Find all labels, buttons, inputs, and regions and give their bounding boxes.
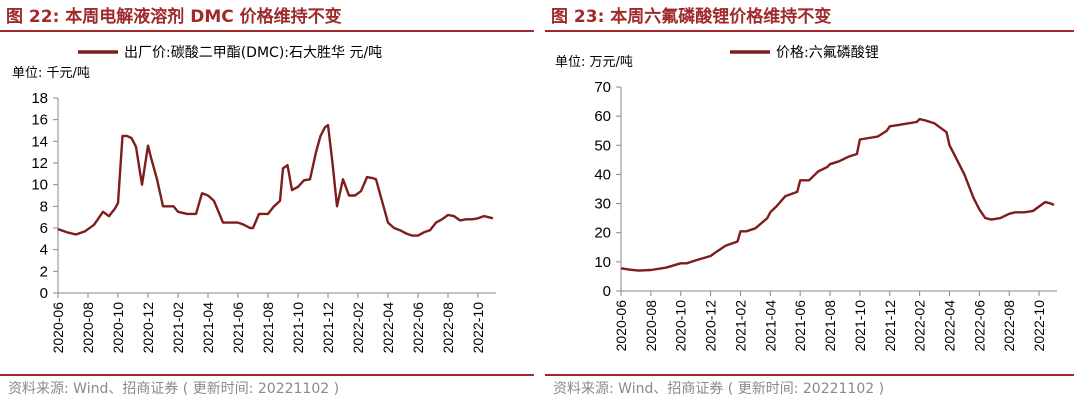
left-ytick-label: 6 [40, 220, 48, 237]
left-series-line [57, 123, 494, 237]
left-ytick-label: 2 [40, 263, 48, 280]
right-ytick-label: 60 [594, 108, 611, 125]
left-panel: 图 22: 本周电解液溶剂 DMC 价格维持不变 单位: 千元/吨 出厂价:碳酸二… [0, 7, 534, 397]
left-source: 资料来源: Wind、招商证券 ( 更新时间: 20221102 ) [8, 381, 340, 397]
right-xtick-label: 2022-04 [941, 300, 957, 352]
left-xtick-label: 2020-12 [140, 302, 156, 354]
right-xtick-label: 2021-06 [792, 300, 808, 352]
right-source-rule [545, 374, 1074, 376]
right-panel: 图 23: 本周六氟磷酸锂价格维持不变 单位: 万元/吨 价格:六氟磷酸锂 0 10 2… [545, 0, 1080, 401]
right-ytick-label: 10 [594, 254, 611, 271]
left-xtick-label: 2021-02 [170, 302, 186, 354]
left-xtick-label: 2022-06 [410, 302, 426, 354]
left-xtick-label: 2020-08 [80, 302, 96, 354]
left-xtick-label: 2021-04 [200, 302, 216, 354]
left-xtick-label: 2022-02 [350, 302, 366, 354]
left-legend-label: 出厂价:碳酸二甲酯(DMC):石大胜华 元/吨 [124, 45, 382, 61]
right-ytick-label: 20 [594, 225, 611, 242]
right-xtick-label: 2020-08 [643, 300, 659, 352]
left-ytick-label: 14 [31, 133, 48, 150]
left-xtick-label: 2021-10 [290, 302, 306, 354]
right-ytick-label: 0 [603, 283, 611, 300]
left-ytick-label: 4 [40, 242, 48, 259]
right-xtick-label: 2021-10 [852, 300, 868, 352]
right-ytick-label: 50 [594, 137, 611, 154]
right-xtick-label: 2021-08 [822, 300, 838, 352]
right-title-rule [545, 30, 1074, 32]
left-xtick-label: 2021-06 [230, 302, 246, 354]
right-title: 图 23: 本周六氟磷酸锂价格维持不变 [551, 7, 832, 27]
left-xtick-label: 2022-10 [470, 302, 486, 354]
right-xtick-label: 2022-06 [971, 300, 987, 352]
right-xtick-label: 2020-12 [703, 300, 719, 352]
left-source-rule [0, 374, 534, 376]
right-series-line [620, 117, 1055, 272]
right-ytick-label: 30 [594, 196, 611, 213]
left-ytick-label: 18 [31, 90, 48, 107]
left-xtick-label: 2022-08 [440, 302, 456, 354]
right-ytick-label: 70 [594, 79, 611, 96]
left-xtick-label: 2020-10 [110, 302, 126, 354]
left-ytick-label: 0 [40, 285, 48, 302]
right-xtick-label: 2020-06 [613, 300, 629, 352]
right-xtick-label: 2021-02 [732, 300, 748, 352]
right-xtick-label: 2021-12 [882, 300, 898, 352]
left-chart: 单位: 千元/吨 出厂价:碳酸二甲酯(DMC):石大胜华 元/吨 0 2 4 6 8 10 12… [12, 45, 496, 354]
left-xtick-label: 2022-04 [380, 302, 396, 354]
right-ytick-label: 40 [594, 166, 611, 183]
right-xtick-label: 2022-08 [1001, 300, 1017, 352]
right-chart: 单位: 万元/吨 价格:六氟磷酸锂 0 10 20 30 40 50 60 70 2020-06 20… [555, 45, 1057, 352]
right-xtick-label: 2021-04 [762, 300, 778, 352]
right-source: 资料来源: Wind、招商证券 ( 更新时间: 20221102 ) [553, 381, 885, 397]
left-ytick-label: 10 [31, 177, 48, 194]
right-xtick-label: 2022-02 [912, 300, 928, 352]
right-xtick-label: 2022-10 [1031, 300, 1047, 352]
left-title: 图 22: 本周电解液溶剂 DMC 价格维持不变 [6, 7, 342, 27]
left-xtick-label: 2021-12 [320, 302, 336, 354]
left-ytick-label: 16 [31, 112, 48, 129]
left-unit-label: 单位: 千元/吨 [12, 66, 90, 81]
left-title-rule [0, 30, 534, 32]
left-ytick-label: 8 [40, 198, 48, 215]
left-xtick-label: 2021-08 [260, 302, 276, 354]
left-xtick-label: 2020-06 [50, 302, 66, 354]
left-ytick-label: 12 [31, 155, 48, 172]
right-legend-label: 价格:六氟磷酸锂 [776, 45, 879, 61]
right-xtick-label: 2020-10 [673, 300, 689, 352]
right-unit-label: 单位: 万元/吨 [555, 55, 633, 70]
